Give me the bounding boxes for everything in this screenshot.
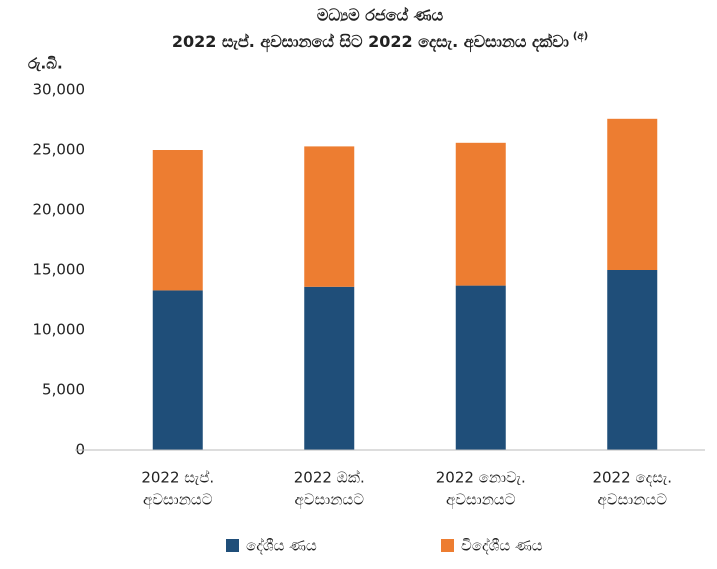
bar-segment	[607, 270, 658, 450]
chart-subtitle: 2022 සැප්. අවසානයේ සිට 2022 දෙසැ. අවසානය…	[172, 31, 588, 53]
y-tick-label: 30,000	[33, 81, 86, 99]
legend-label: විදේශීය ණය	[461, 536, 543, 554]
bar-segment	[152, 290, 203, 450]
bar-segment	[607, 118, 658, 270]
x-tick-label: 2022 නොවැ.	[436, 469, 526, 487]
legend-swatch	[226, 539, 239, 552]
y-axis-label: රු.බි.	[28, 55, 63, 73]
bar-segment	[455, 142, 506, 286]
y-tick-label: 25,000	[33, 141, 86, 159]
x-tick-label: අවසානයට	[446, 491, 516, 510]
x-tick-label: අවසානයට	[598, 491, 668, 510]
y-tick-label: 5,000	[42, 381, 85, 399]
bar-segment	[304, 146, 355, 287]
bar-segment	[455, 285, 506, 450]
bar-segment	[152, 150, 203, 291]
legend-label: දේශීය ණය	[246, 536, 317, 554]
y-tick-label: 15,000	[33, 261, 86, 279]
x-tick-label: 2022 සැප්.	[141, 468, 214, 486]
x-tick-label: 2022 දෙසැ.	[592, 469, 672, 487]
x-tick-label: අවසානයට	[143, 491, 213, 510]
legend-swatch	[441, 539, 454, 552]
y-tick-label: 10,000	[33, 321, 86, 339]
y-tick-label: 20,000	[33, 201, 86, 219]
subtitle-text: 2022 සැප්. අවසානයේ සිට 2022 දෙසැ. අවසානය…	[172, 32, 569, 53]
chart-title: මධ්‍යම රජයේ ණය	[317, 6, 444, 25]
bar-segment	[304, 286, 355, 450]
subtitle-note: (අ)	[573, 31, 588, 43]
x-tick-label: අවසානයට	[295, 491, 365, 510]
x-tick-label: 2022 ඔක්.	[294, 468, 365, 486]
